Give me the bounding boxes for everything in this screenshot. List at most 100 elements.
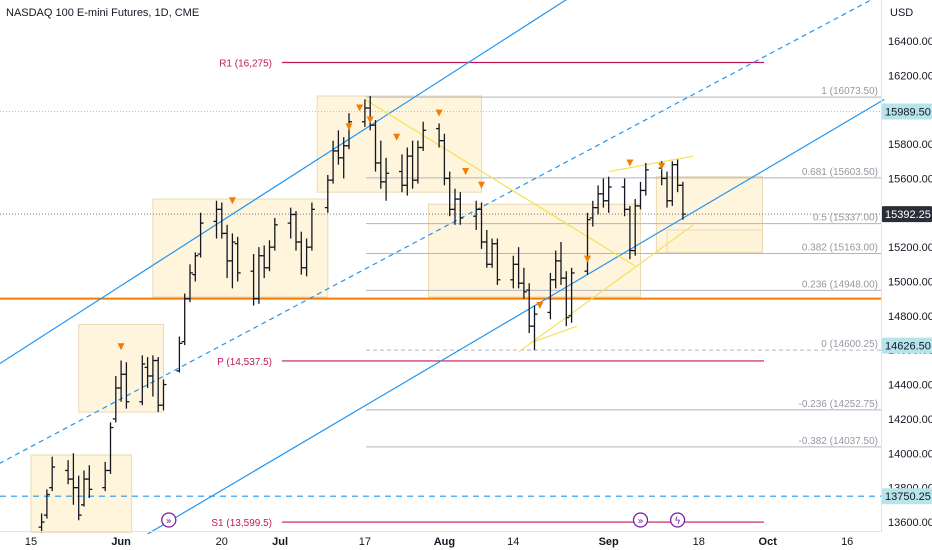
time-tick-label: 18	[693, 536, 705, 548]
price-badge-box	[882, 206, 932, 223]
ohlc-bar	[642, 162, 649, 196]
consolidation-zone	[428, 203, 641, 298]
consolidation-zone	[152, 198, 329, 298]
triangle-marker	[626, 159, 634, 167]
price-badge: 14626.50	[882, 337, 932, 354]
time-tick-label: 20	[216, 536, 228, 548]
drawing-layer	[0, 0, 885, 535]
chart-title: NASDAQ 100 E-mini Futures, 1D, CME	[6, 7, 199, 19]
time-tick-label: Jun	[111, 536, 131, 548]
channel-lower-line	[147, 98, 885, 535]
price-tick-label: 14800.00	[888, 311, 932, 323]
price-badge-layer: 15989.50 15392.25 14626.50 13750.25	[882, 103, 932, 505]
ohlc-bar	[383, 157, 390, 201]
pivot-level-label: S1 (13,599.5)	[211, 518, 272, 529]
ohlc-bar	[181, 293, 188, 346]
event-icon-glyph: ϟ	[674, 516, 681, 527]
ohlc-bar	[346, 113, 352, 150]
price-tick-label: 15000.00	[888, 277, 932, 289]
ohlc-bar	[123, 362, 130, 409]
ohlc-bar	[584, 212, 591, 275]
event-icon-ring	[161, 512, 177, 528]
ohlc-bar	[75, 475, 82, 521]
ohlc-bar	[234, 236, 241, 282]
currency-label[interactable]: USD	[890, 7, 913, 19]
price-tick-label: 14200.00	[888, 414, 932, 426]
ohlc-bar	[420, 121, 427, 151]
triangle-marker	[228, 197, 236, 205]
time-tick-label: Oct	[759, 536, 778, 548]
price-tick-label: 15800.00	[888, 139, 932, 151]
pivot-level-label: R1 (16,275)	[219, 58, 272, 69]
price-tick-label: 13600.00	[888, 517, 932, 529]
fib-level-label: 0.5 (15337.00)	[813, 213, 878, 224]
event-arrow-icon: »	[632, 512, 649, 528]
ohlc-bar	[192, 252, 199, 282]
fib-level-label: 0 (14600.25)	[821, 339, 878, 350]
fib-level-label: 0.382 (15163.00)	[802, 242, 878, 253]
ohlc-bar	[229, 233, 236, 289]
marker-layer	[117, 104, 666, 351]
ohlc-bar	[563, 271, 570, 327]
ohlc-bar	[176, 336, 183, 373]
price-badge-label: 15392.25	[885, 209, 931, 221]
event-arrow-icon: »	[161, 512, 177, 528]
event-icon-ring	[669, 512, 686, 528]
event-icon-ring	[632, 512, 649, 528]
triangle-marker	[658, 162, 666, 170]
event-icon-glyph: »	[166, 516, 172, 527]
fib-level-label: -0.382 (14037.50)	[798, 436, 878, 447]
ohlc-bar	[568, 267, 575, 323]
triangle-marker	[584, 255, 591, 263]
time-tick-label: 15	[25, 536, 37, 548]
bar-layer	[38, 95, 686, 533]
ohlc-bar	[160, 379, 167, 411]
trendline-base	[528, 325, 578, 344]
event-icon-glyph: »	[637, 516, 643, 527]
ohlc-bar	[605, 176, 612, 213]
ohlc-bar	[139, 355, 146, 406]
triangle-marker	[478, 181, 485, 189]
time-tick-label: 17	[359, 536, 371, 548]
ohlc-bar	[600, 178, 607, 208]
triangle-marker	[435, 109, 443, 117]
time-tick-label: 16	[841, 536, 853, 548]
price-badge-box	[882, 103, 932, 120]
triangle-marker	[345, 123, 353, 131]
price-badge-label: 14626.50	[885, 341, 931, 353]
price-tick-label: 16400.00	[888, 36, 932, 48]
event-layer: » » ϟ	[161, 512, 686, 528]
trendline-top-wedge	[608, 155, 694, 173]
consolidation-zone	[30, 454, 133, 533]
time-tick-label: Aug	[434, 536, 455, 548]
trendline-upper-wedge	[364, 98, 636, 267]
price-tick-label: 14000.00	[888, 448, 932, 460]
price-badge: 15392.25	[882, 206, 932, 223]
triangle-marker	[366, 116, 374, 124]
ohlc-bar	[49, 456, 56, 492]
ohlc-bar	[38, 513, 45, 533]
fib-level-label: 0.236 (14948.00)	[802, 279, 878, 290]
time-tick-label: 14	[507, 536, 519, 548]
ohlc-bar	[457, 192, 464, 225]
ohlc-bar	[271, 217, 278, 251]
triangle-marker	[117, 343, 125, 351]
time-tick-label: Sep	[599, 536, 619, 548]
price-badge-box	[882, 488, 932, 505]
consolidation-zone	[666, 229, 763, 253]
price-badge-box	[882, 337, 932, 354]
ohlc-bar	[494, 238, 501, 285]
label-layer: 1 (16073.50) 0.681 (15603.50) 0.5 (15337.0…	[211, 58, 878, 529]
fib-level-label: 0.681 (15603.50)	[802, 167, 878, 178]
triangle-marker	[393, 133, 401, 141]
price-tick-label: 16200.00	[888, 70, 932, 82]
ohlc-bar	[107, 422, 114, 474]
fib-level-label: -0.236 (14252.75)	[798, 399, 878, 410]
triangle-marker	[462, 168, 470, 176]
price-tick-label: 15200.00	[888, 242, 932, 254]
price-tick-label: 14400.00	[888, 380, 932, 392]
price-tick-label: 15600.00	[888, 173, 932, 185]
price-badge-label: 13750.25	[885, 491, 931, 503]
